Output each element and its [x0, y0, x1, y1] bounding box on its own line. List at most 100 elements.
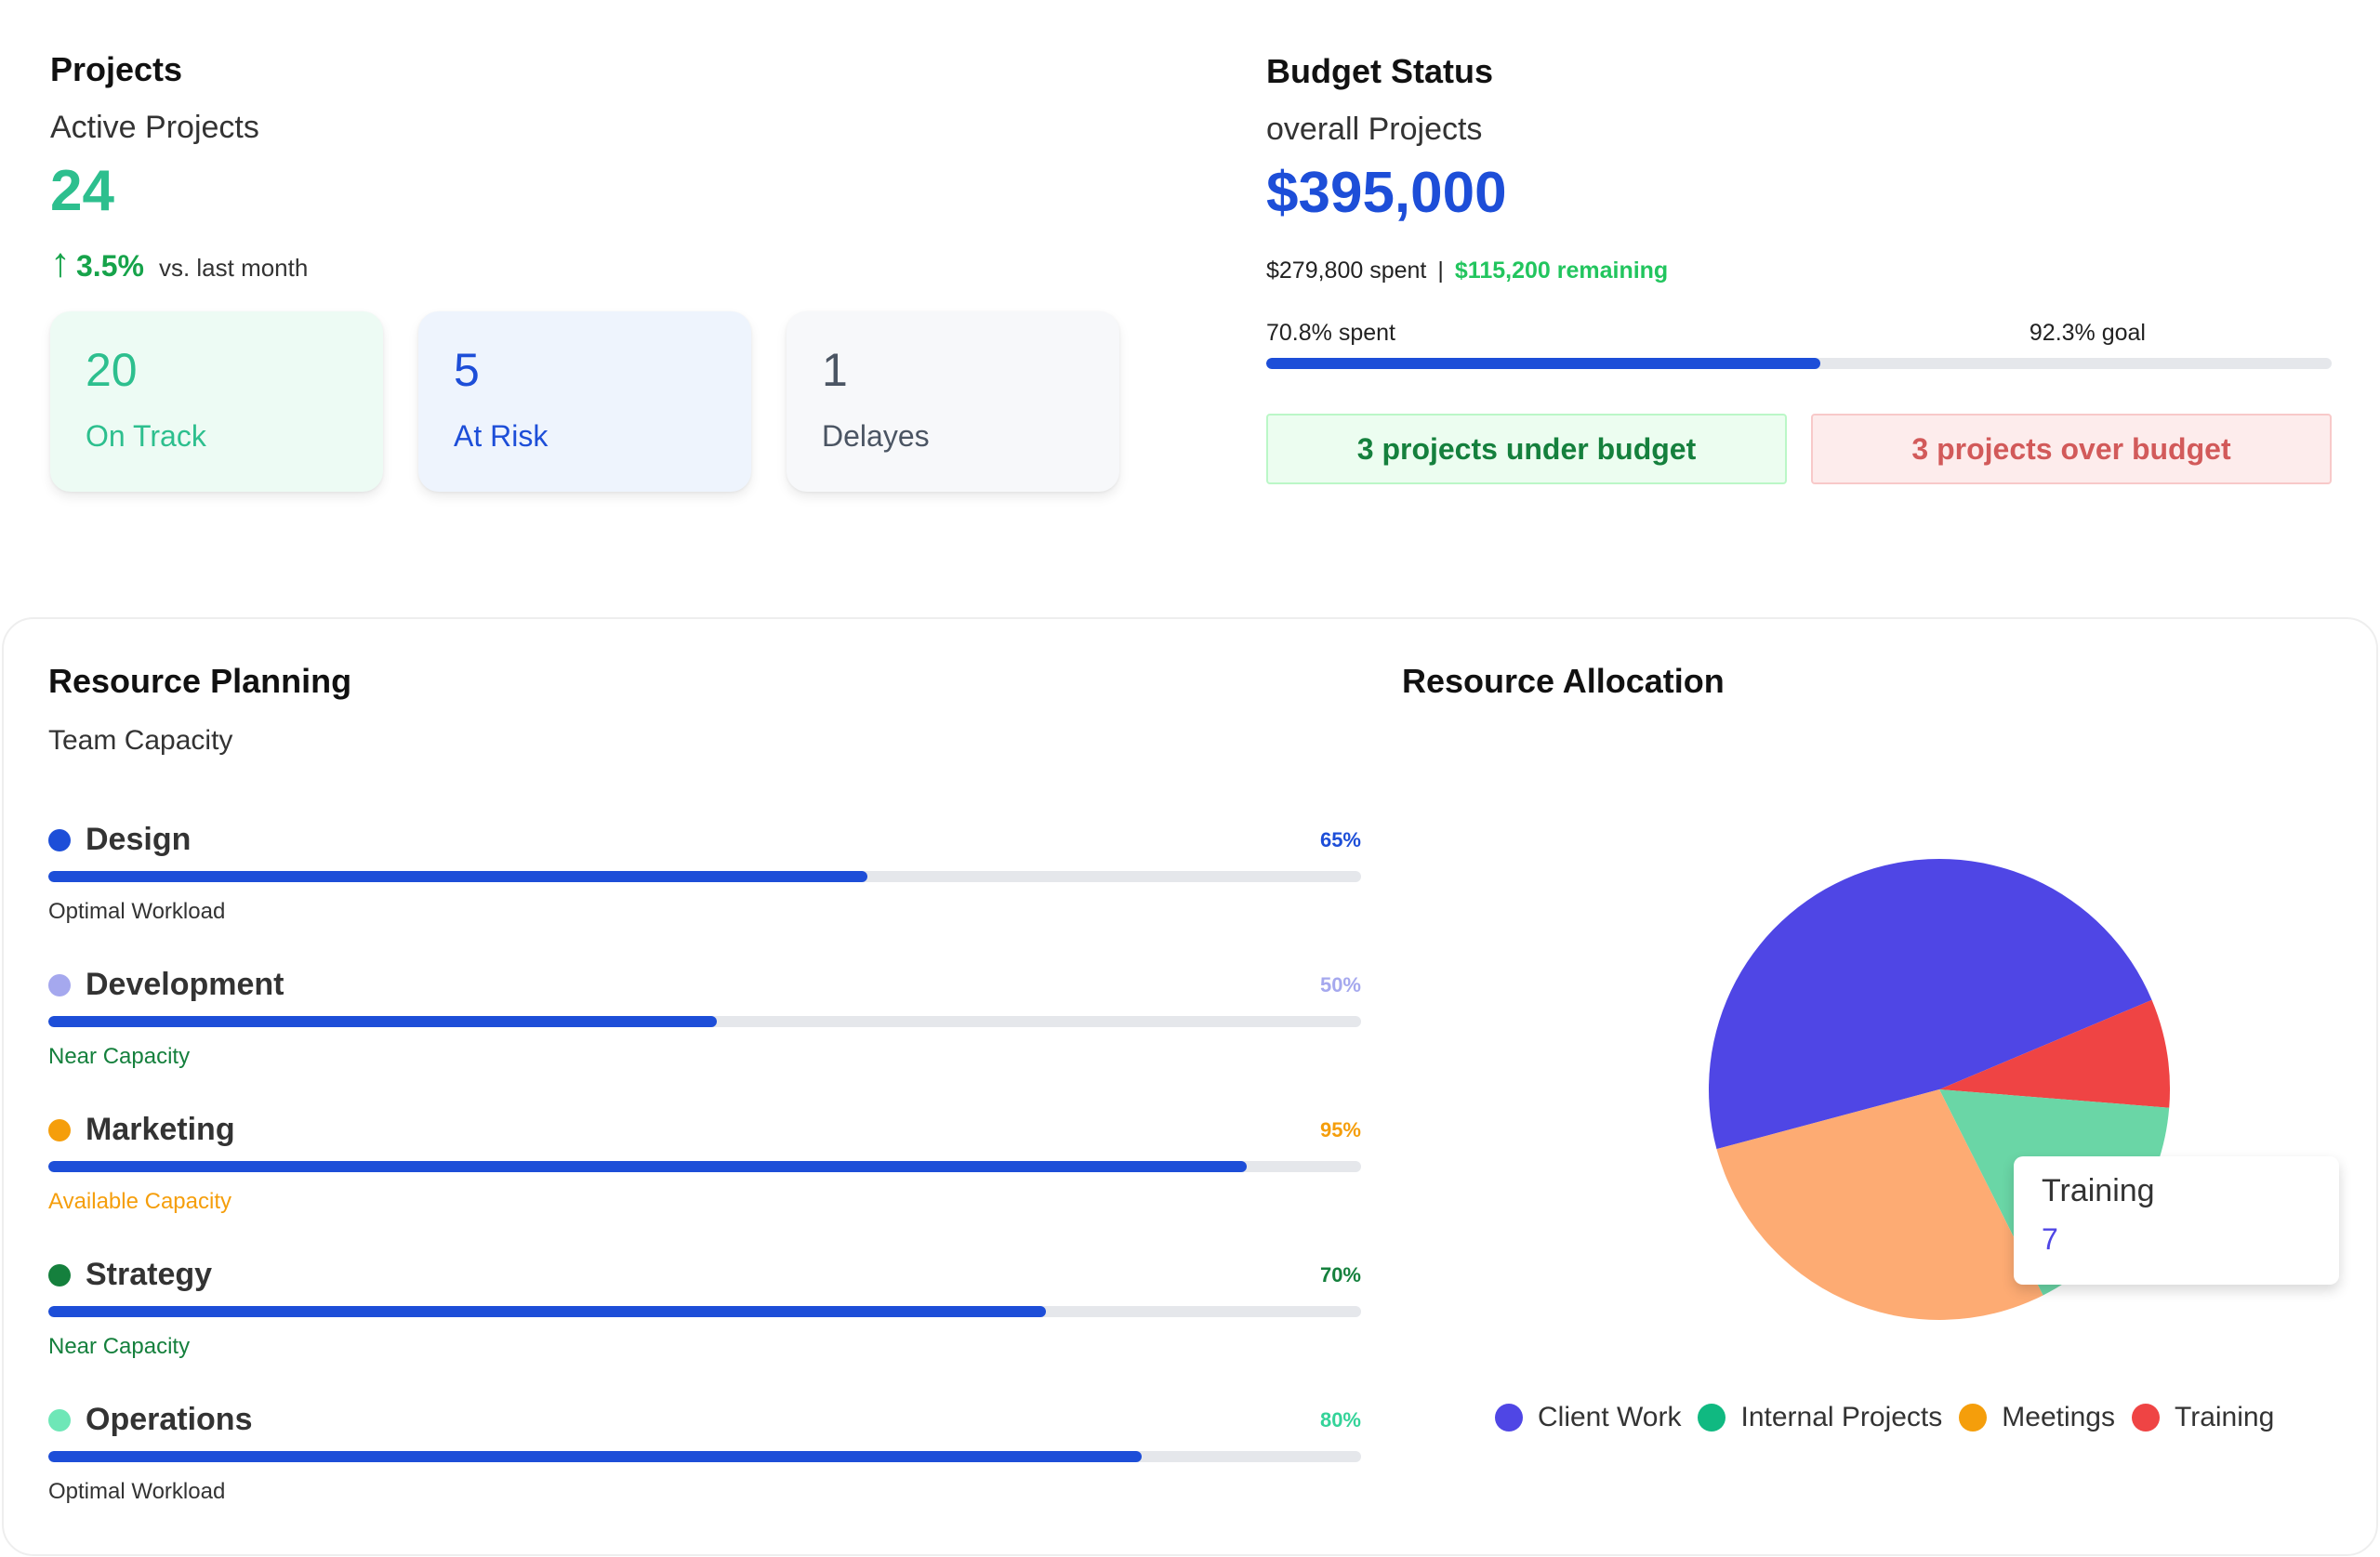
team-name: Strategy: [86, 1257, 213, 1292]
team-capacity-item[interactable]: Marketing 95% Available Capacity: [48, 1112, 1361, 1257]
pie-chart-svg[interactable]: [1402, 662, 2378, 1498]
goal-percent-label: 92.3% goal: [2029, 320, 2146, 346]
budget-progress-bar: [1266, 358, 2332, 369]
legend-dot-icon: [1959, 1404, 1988, 1432]
team-capacity-fill: [48, 1306, 1047, 1317]
pie-slice-meetings[interactable]: [1716, 1089, 2043, 1320]
team-head: Marketing 95%: [48, 1112, 1361, 1148]
team-percent: 95%: [1319, 1117, 1361, 1141]
team-name: Design: [86, 822, 192, 857]
spent-percent-label: 70.8% spent: [1266, 320, 1395, 346]
at-risk-card[interactable]: 5 At Risk: [418, 311, 751, 492]
team-dot-icon: [48, 1118, 71, 1141]
team-name-wrap: Design: [48, 822, 191, 858]
team-name-wrap: Marketing: [48, 1112, 235, 1148]
under-budget-badge[interactable]: 3 projects under budget: [1266, 414, 1787, 484]
team-capacity-item[interactable]: Operations 80% Optimal Workload: [48, 1402, 1361, 1547]
resource-panel: Resource Planning Team Capacity Design 65…: [2, 617, 2378, 1556]
budget-card: Budget Status overall Projects $395,000 …: [1266, 52, 2332, 484]
budget-spent: $279,800 spent: [1266, 257, 1427, 284]
team-name: Operations: [86, 1402, 253, 1437]
budget-title: Budget Status: [1266, 52, 1494, 90]
delayed-count: 1: [822, 344, 848, 396]
projects-card: Projects Active Projects 24 ↑ 3.5% vs. l…: [50, 50, 1147, 492]
pie-legend: Client Work Internal Projects Meetings Trai…: [1495, 1402, 2274, 1433]
team-status: Available Capacity: [48, 1189, 232, 1214]
team-status: Optimal Workload: [48, 899, 226, 924]
team-capacity-list: Design 65% Optimal Workload Development 50% N…: [48, 822, 1361, 1547]
team-percent: 65%: [1319, 827, 1361, 851]
legend-label: Meetings: [2002, 1402, 2115, 1432]
budget-progress-fill: [1266, 358, 1820, 369]
legend-label: Internal Projects: [1740, 1402, 1943, 1432]
trend-text: vs. last month: [158, 254, 309, 282]
team-capacity-fill: [48, 1016, 717, 1027]
delayed-label: Delayes: [822, 419, 930, 453]
team-status: Near Capacity: [48, 1044, 191, 1069]
delayed-card[interactable]: 1 Delayes: [787, 311, 1119, 492]
team-name: Development: [86, 967, 284, 1002]
team-capacity-item[interactable]: Strategy 70% Near Capacity: [48, 1257, 1361, 1402]
team-name-wrap: Strategy: [48, 1257, 212, 1293]
budget-total: $395,000: [1266, 161, 1507, 225]
projects-title: Projects: [50, 50, 183, 88]
resource-planning-title: Resource Planning: [48, 662, 352, 700]
team-status: Optimal Workload: [48, 1479, 226, 1504]
trend-percent: 3.5%: [76, 249, 144, 283]
team-capacity-bar: [48, 1016, 1361, 1027]
team-capacity-bar: [48, 1451, 1361, 1462]
team-dot-icon: [48, 973, 71, 996]
team-dot-icon: [48, 1408, 71, 1432]
team-dot-icon: [48, 1263, 71, 1287]
resource-planning-section: Resource Planning Team Capacity Design 65…: [48, 662, 1361, 1547]
active-projects-label: Active Projects: [50, 110, 259, 145]
arrow-up-icon: ↑: [50, 240, 71, 285]
legend-dot-icon: [2132, 1404, 2160, 1432]
legend-label: Client Work: [1538, 1402, 1682, 1432]
budget-progress-labels: 70.8% spent 92.3% goal: [1266, 320, 2332, 347]
over-budget-badge[interactable]: 3 projects over budget: [1811, 414, 2332, 484]
on-track-card[interactable]: 20 On Track: [50, 311, 383, 492]
team-percent: 70%: [1319, 1262, 1361, 1287]
legend-item[interactable]: Client Work: [1495, 1402, 1681, 1433]
trend-row: ↑ 3.5% vs. last month: [50, 243, 1147, 284]
team-capacity-bar: [48, 1161, 1361, 1172]
on-track-count: 20: [86, 344, 138, 396]
pie-tooltip: Training 7: [2014, 1156, 2339, 1285]
at-risk-label: At Risk: [454, 419, 549, 453]
team-name-wrap: Operations: [48, 1402, 252, 1438]
budget-separator: |: [1437, 257, 1444, 284]
team-head: Development 50%: [48, 967, 1361, 1003]
team-head: Strategy 70%: [48, 1257, 1361, 1293]
pie-slice-client-work[interactable]: [1709, 859, 2152, 1150]
team-capacity-fill: [48, 1451, 1143, 1462]
budget-subtitle: overall Projects: [1266, 112, 1483, 147]
budget-spent-row: $279,800 spent | $115,200 remaining: [1266, 257, 2332, 284]
on-track-label: On Track: [86, 419, 206, 453]
team-capacity-bar: [48, 871, 1361, 882]
active-projects-count: 24: [50, 159, 114, 223]
pie-slice-training[interactable]: [1939, 999, 2170, 1108]
team-head: Operations 80%: [48, 1402, 1361, 1438]
team-status: Near Capacity: [48, 1334, 191, 1359]
team-dot-icon: [48, 828, 71, 851]
tooltip-label: Training: [2042, 1173, 2155, 1208]
pie-chart[interactable]: [1402, 662, 2378, 1498]
team-capacity-fill: [48, 871, 868, 882]
at-risk-count: 5: [454, 344, 480, 396]
legend-item[interactable]: Meetings: [1959, 1402, 2115, 1433]
resource-allocation-section: Resource Allocation Training 7 Client Wo…: [1402, 662, 2378, 1498]
team-percent: 80%: [1319, 1407, 1361, 1432]
resource-allocation-title: Resource Allocation: [1402, 662, 1725, 700]
team-capacity-item[interactable]: Design 65% Optimal Workload: [48, 822, 1361, 967]
budget-badges: 3 projects under budget 3 projects over …: [1266, 414, 2332, 484]
legend-item[interactable]: Training: [2132, 1402, 2274, 1433]
team-head: Design 65%: [48, 822, 1361, 858]
team-capacity-label: Team Capacity: [48, 725, 233, 756]
tooltip-value: 7: [2042, 1222, 2058, 1256]
team-capacity-item[interactable]: Development 50% Near Capacity: [48, 967, 1361, 1112]
legend-dot-icon: [1698, 1404, 1726, 1432]
legend-item[interactable]: Internal Projects: [1698, 1402, 1942, 1433]
team-name: Marketing: [86, 1112, 235, 1147]
team-percent: 50%: [1319, 972, 1361, 996]
